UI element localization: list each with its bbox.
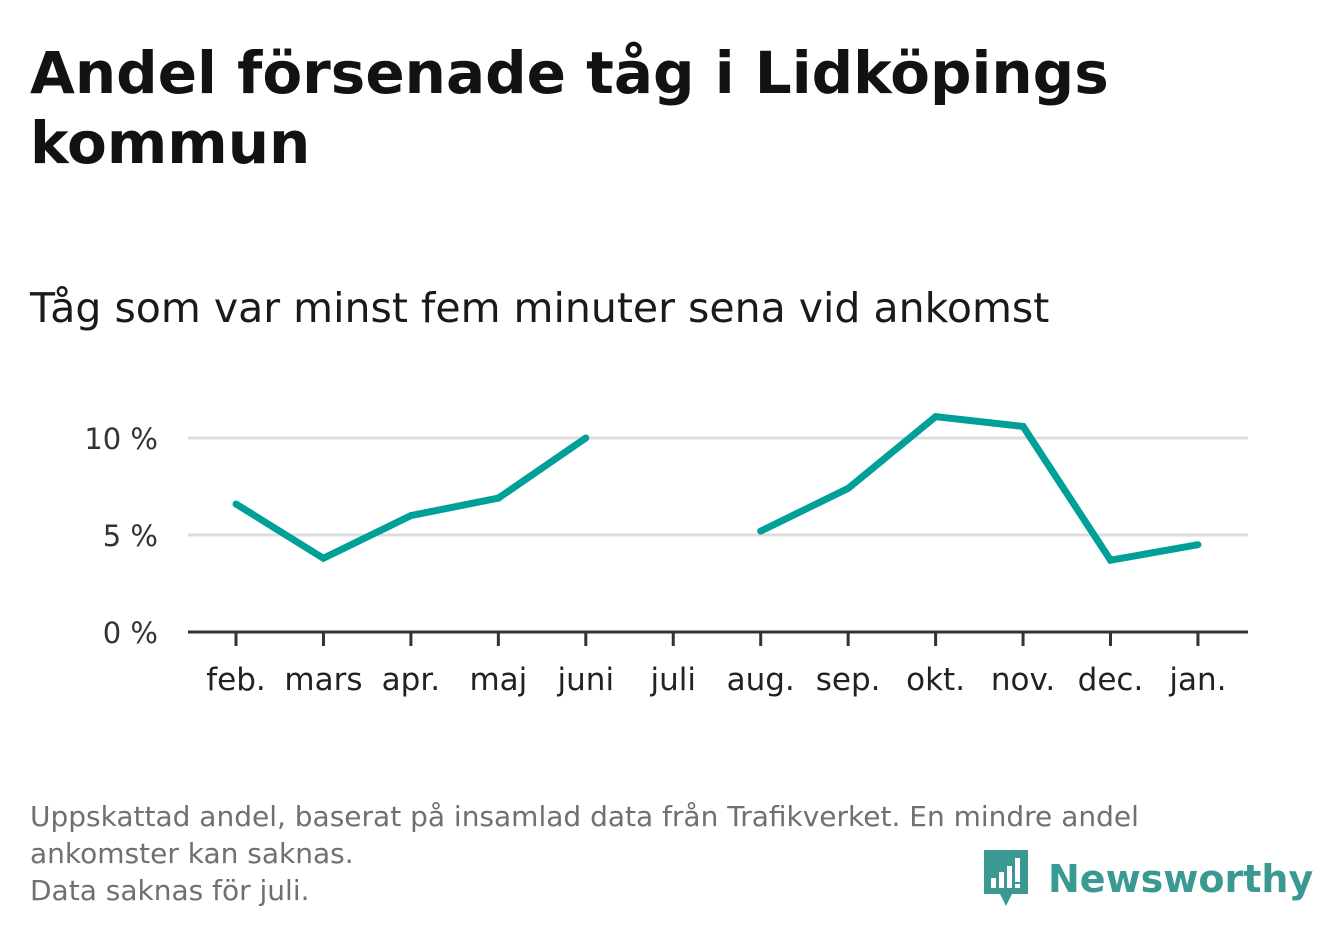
footnote-line-3: Data saknas för juli.: [30, 874, 310, 907]
footnote: Uppskattad andel, baserat på insamlad da…: [30, 798, 1290, 909]
x-tick-label: apr.: [382, 662, 440, 698]
data-point: [319, 554, 327, 562]
y-axis-labels: 0 % 5 % 10 %: [84, 422, 158, 650]
data-point: [757, 527, 765, 535]
x-tick-label: feb.: [206, 662, 266, 698]
x-tick-label: juli: [650, 662, 697, 698]
x-tick-label: aug.: [727, 662, 795, 698]
data-point: [1107, 556, 1114, 564]
data-point: [494, 494, 502, 502]
series-line-segment: [234, 435, 588, 563]
data-point: [582, 434, 590, 442]
newsworthy-logo-icon: [984, 850, 1028, 906]
chart-subtitle: Tåg som var minst fem minuter sena vid a…: [30, 284, 1050, 332]
x-tick-label: jan.: [1168, 662, 1226, 698]
x-tick-label: maj: [469, 662, 527, 698]
newsworthy-logo-text: Newsworthy: [1048, 857, 1314, 901]
chart-title: Andel försenade tåg i Lidköpings kommun: [30, 39, 1109, 177]
data-point: [1194, 541, 1202, 549]
x-tick-label: dec.: [1078, 662, 1144, 698]
data-point: [232, 500, 240, 508]
x-axis-labels: feb. mars apr. maj juni juli aug. sep. okt. nov. d…: [206, 662, 1226, 698]
series-line-segment: [759, 413, 1199, 565]
y-tick-label: 0 %: [103, 616, 158, 650]
data-point: [1019, 422, 1027, 430]
footnote-line-1: Uppskattad andel, baserat på insamlad da…: [30, 800, 1139, 833]
data-point: [932, 413, 940, 421]
footnote-line-2: ankomster kan saknas.: [30, 837, 354, 870]
gridlines: [188, 436, 1248, 537]
data-point: [407, 512, 415, 520]
data-point: [844, 484, 852, 492]
x-tick-label: juni: [557, 662, 615, 698]
newsworthy-logo: Newsworthy: [982, 848, 1313, 910]
x-tick-label: sep.: [816, 662, 881, 698]
y-tick-label: 5 %: [103, 519, 158, 553]
x-tick-label: nov.: [991, 662, 1055, 698]
x-tick-label: okt.: [906, 662, 965, 698]
series-line: [232, 413, 1202, 565]
x-axis: [188, 630, 1248, 646]
x-tick-label: mars: [284, 662, 362, 698]
y-tick-label: 10 %: [84, 422, 158, 456]
